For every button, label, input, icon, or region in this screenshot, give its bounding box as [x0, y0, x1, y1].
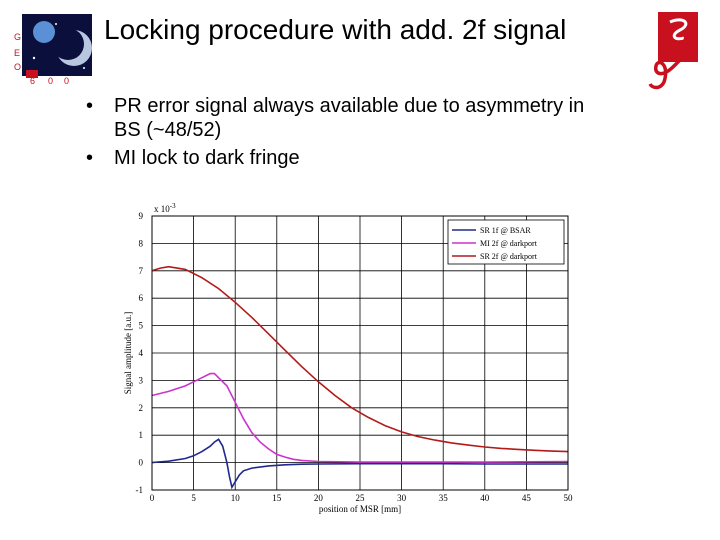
logo-letter: 0 [64, 76, 69, 86]
y-tick-label: 1 [139, 430, 144, 440]
plot-frame [151, 215, 569, 491]
x-tick-label: 30 [397, 493, 407, 503]
x-tick-label: 50 [564, 493, 574, 503]
series-line [151, 265, 569, 453]
x-tick-label: 15 [272, 493, 282, 503]
series-line [151, 372, 569, 463]
logo-swirl-icon [648, 36, 691, 90]
chart-legend: SR 1f @ BSAR MI 2f @ darkport SR 2f @ dark… [447, 219, 565, 265]
y-tick-label: 9 [139, 211, 144, 221]
logo-letter: 6 [30, 76, 35, 86]
chart-grid [152, 216, 568, 490]
bullet-item: PR error signal always available due to … [86, 94, 606, 142]
logo-letter: O [14, 62, 21, 72]
y-tick-label: 0 [139, 458, 144, 468]
x-tick-label: 5 [191, 493, 196, 503]
x-tick-label: 25 [356, 493, 366, 503]
legend-label: SR 1f @ BSAR [480, 226, 531, 235]
y-scale-label: x 10-3 [154, 202, 176, 214]
y-tick-label: 2 [139, 403, 144, 413]
logo-mark-icon [669, 18, 688, 41]
x-tick-label: 45 [522, 493, 532, 503]
legend-label: SR 2f @ darkport [480, 252, 538, 261]
bullet-list: PR error signal always available due to … [86, 94, 606, 174]
geo600-logo: G E O 6 0 0 [14, 14, 92, 86]
y-tick-label: 8 [139, 238, 144, 248]
x-tick-label: 20 [314, 493, 324, 503]
university-logo [648, 12, 698, 90]
logo-letter: 0 [48, 76, 53, 86]
y-axis-label: Signal amplitude [a.u.] [123, 312, 133, 394]
x-tick-label: 10 [231, 493, 241, 503]
y-tick-label: -1 [136, 485, 144, 495]
logo-letter: G [14, 32, 21, 42]
slide-title: Locking procedure with add. 2f signal [104, 14, 567, 45]
y-tick-label: 3 [139, 375, 144, 385]
x-tick-label: 40 [480, 493, 490, 503]
x-axis-label: position of MSR [mm] [319, 504, 401, 514]
legend-label: MI 2f @ darkport [480, 239, 538, 248]
logo-letter: E [14, 48, 20, 58]
series-line [151, 438, 568, 490]
y-tick-label: 6 [139, 293, 144, 303]
chart-series [151, 265, 569, 490]
y-tick-label: 5 [139, 321, 144, 331]
x-tick-label: 35 [439, 493, 449, 503]
logo-planet-icon [33, 21, 55, 43]
x-tick-label: 0 [150, 493, 155, 503]
y-tick-label: 7 [139, 266, 144, 276]
bullet-item: MI lock to dark fringe [86, 146, 606, 170]
y-tick-label: 4 [139, 348, 144, 358]
